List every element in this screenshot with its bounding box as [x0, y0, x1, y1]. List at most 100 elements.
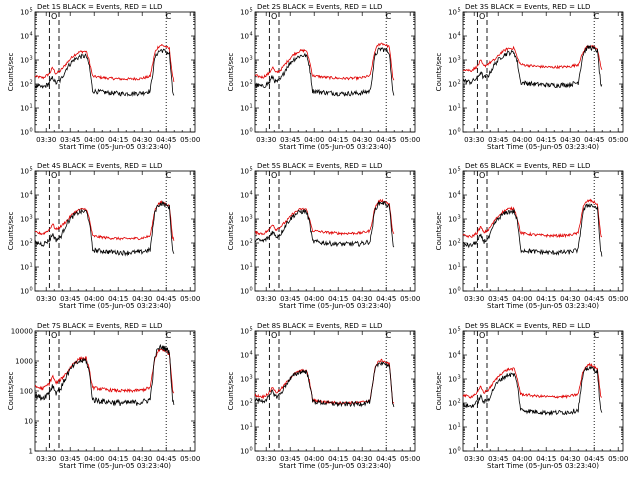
orbit-marker-c: C	[166, 331, 172, 340]
plot-frame	[462, 11, 624, 133]
x-tick-label: 03:45	[280, 455, 300, 463]
orbit-marker-o: O	[479, 171, 485, 180]
x-tick-label: 04:00	[84, 455, 104, 463]
orbit-marker-c: C	[594, 171, 600, 180]
x-tick-label: 05:00	[608, 136, 628, 144]
y-tick-exponent: 3	[458, 215, 461, 221]
x-tick-label: 04:30	[352, 455, 372, 463]
x-tick-label: 04:00	[84, 295, 104, 303]
y-tick-label: 10	[240, 424, 249, 432]
x-tick-label: 04:30	[560, 295, 580, 303]
y-axis-label: Counts/sec	[7, 212, 15, 251]
y-tick-exponent: 3	[458, 375, 461, 381]
x-tick-label: 04:00	[512, 295, 532, 303]
x-tick-label: 04:45	[584, 455, 604, 463]
plot-frame	[462, 330, 624, 452]
y-tick-label: 10	[448, 400, 457, 408]
y-axis-label: Counts/sec	[227, 212, 235, 251]
y-tick-exponent: 2	[30, 80, 33, 86]
plot-frame	[254, 170, 416, 292]
series-events-line	[462, 203, 603, 257]
y-axis-label: Counts/sec	[435, 372, 443, 411]
x-axis-label: Start Time (05-Jun-05 03:23:40)	[59, 143, 171, 151]
x-tick-label: 03:45	[60, 455, 80, 463]
x-axis-label: Start Time (05-Jun-05 03:23:40)	[487, 143, 599, 151]
x-tick-label: 03:30	[464, 136, 484, 144]
y-tick-label: 10	[240, 376, 249, 384]
x-tick-label: 04:30	[132, 295, 152, 303]
panel-title: Det 6S BLACK = Events, RED = LLD	[465, 162, 590, 170]
x-tick-label: 04:30	[132, 136, 152, 144]
y-tick-exponent: 4	[250, 351, 253, 357]
y-tick-exponent: 1	[458, 263, 461, 269]
y-tick-label: 10	[24, 418, 33, 426]
y-tick-exponent: 2	[30, 239, 33, 245]
x-tick-label: 04:30	[560, 136, 580, 144]
y-tick-exponent: 2	[458, 399, 461, 405]
x-axis-label: Start Time (05-Jun-05 03:23:40)	[59, 462, 171, 470]
y-tick-label: 10	[20, 240, 29, 248]
y-tick-exponent: 5	[30, 8, 33, 14]
x-tick-label: 03:45	[280, 295, 300, 303]
series-lld-line	[462, 44, 603, 73]
x-tick-label: 05:00	[608, 455, 628, 463]
x-tick-label: 04:00	[304, 136, 324, 144]
panel-title: Det 7S BLACK = Events, RED = LLD	[37, 322, 162, 330]
y-tick-exponent: 4	[458, 351, 461, 357]
x-tick-label: 05:00	[180, 136, 200, 144]
orbit-marker-c: C	[386, 171, 392, 180]
y-axis-label: Counts/sec	[7, 53, 15, 92]
y-axis-label: Counts/sec	[435, 53, 443, 92]
series-lld-line	[34, 348, 175, 394]
x-tick-label: 04:00	[512, 136, 532, 144]
y-tick-exponent: 5	[250, 327, 253, 333]
y-tick-exponent: 1	[250, 423, 253, 429]
series-lld-line	[34, 44, 175, 82]
y-tick-label: 10	[448, 9, 457, 17]
y-tick-exponent: 0	[250, 128, 253, 134]
x-axis-label: Start Time (05-Jun-05 03:23:40)	[59, 302, 171, 310]
series-lld-line	[462, 362, 603, 400]
x-tick-label: 03:30	[256, 136, 276, 144]
y-tick-label: 10	[20, 264, 29, 272]
x-tick-label: 05:00	[400, 295, 420, 303]
y-tick-exponent: 0	[250, 447, 253, 453]
y-tick-label: 10	[448, 81, 457, 89]
x-axis-label: Start Time (05-Jun-05 03:23:40)	[487, 462, 599, 470]
y-axis-label: Counts/sec	[227, 53, 235, 92]
y-tick-label: 1	[29, 448, 33, 456]
series-lld-line	[254, 198, 395, 236]
panel-title: Det 3S BLACK = Events, RED = LLD	[465, 3, 590, 11]
y-tick-label: 10	[448, 192, 457, 200]
y-tick-label: 10	[20, 192, 29, 200]
x-tick-label: 03:45	[488, 455, 508, 463]
x-tick-label: 04:45	[376, 455, 396, 463]
x-tick-label: 04:45	[156, 295, 176, 303]
x-axis-label: Start Time (05-Jun-05 03:23:40)	[279, 302, 391, 310]
y-tick-exponent: 0	[458, 128, 461, 134]
plot-frame	[34, 170, 196, 292]
orbit-marker-o: O	[479, 331, 485, 340]
series-lld-line	[462, 198, 602, 239]
panel-title: Det 1S BLACK = Events, RED = LLD	[37, 3, 162, 11]
series-events-line	[254, 47, 395, 97]
x-tick-label: 04:15	[536, 136, 556, 144]
orbit-marker-o: O	[51, 331, 57, 340]
y-tick-label: 10	[448, 424, 457, 432]
series-events-line	[34, 200, 175, 257]
series-events-line	[34, 48, 175, 97]
y-tick-label: 10	[240, 264, 249, 272]
y-tick-exponent: 3	[30, 56, 33, 62]
y-tick-exponent: 4	[250, 191, 253, 197]
x-tick-label: 03:30	[36, 455, 56, 463]
y-tick-label: 10	[240, 288, 249, 296]
y-tick-exponent: 5	[250, 167, 253, 173]
y-tick-exponent: 5	[458, 167, 461, 173]
y-tick-exponent: 1	[30, 104, 33, 110]
series-events-line	[254, 201, 395, 248]
x-tick-label: 04:00	[304, 295, 324, 303]
